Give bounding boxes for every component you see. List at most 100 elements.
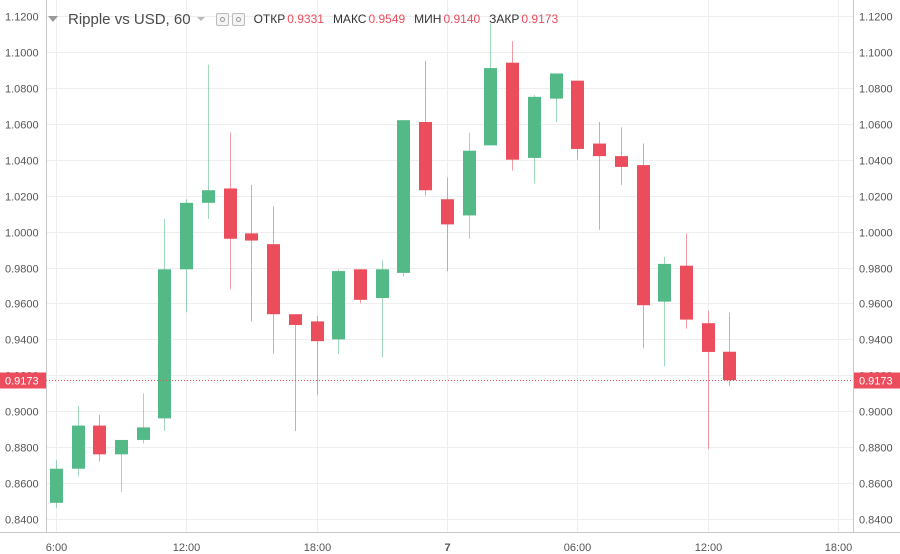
candle-up[interactable] [484, 23, 497, 146]
x-tick-label: 6:00 [46, 542, 67, 554]
candle-body [506, 62, 519, 160]
candle-up[interactable] [158, 218, 171, 431]
candle-body [93, 425, 106, 455]
y-tick-label-right: 0.8600 [859, 479, 893, 491]
y-tick-label-left: 0.8600 [5, 479, 39, 491]
symbol-title[interactable]: Ripple vs USD, 60 [68, 10, 191, 28]
y-tick-label-right: 1.1200 [859, 12, 893, 24]
y-tick-label-right: 1.0200 [859, 192, 893, 204]
y-tick-label-left: 0.9600 [5, 299, 39, 311]
candle-up[interactable] [50, 459, 63, 509]
last-price-tag-text: 0.9173 [5, 376, 39, 388]
candle-body [528, 96, 541, 158]
candle-body [137, 427, 150, 440]
candle-down[interactable] [702, 310, 715, 449]
last-price-tag-bg [854, 372, 900, 389]
candle-body [354, 269, 367, 300]
collapse-legend-icon[interactable] [48, 16, 58, 22]
candle-up[interactable] [463, 132, 476, 239]
y-tick-label-left: 1.0600 [5, 120, 39, 132]
candle-body [332, 271, 345, 340]
y-tick-label-left: 0.9800 [5, 264, 39, 276]
x-tick-label: 18:00 [304, 542, 332, 554]
candle-down[interactable] [615, 127, 628, 185]
close-label: ЗАКР [489, 12, 520, 26]
candle-up[interactable] [658, 256, 671, 367]
candle-body [245, 233, 258, 241]
candle-down[interactable] [267, 206, 280, 354]
y-tick-label-left: 1.1000 [5, 48, 39, 60]
x-tick-label: 18:00 [825, 542, 853, 554]
y-tick-label-left: 1.0200 [5, 192, 39, 204]
candle-body [267, 244, 280, 315]
y-tick-label-right: 1.1000 [859, 48, 893, 60]
open-value: 0.9331 [287, 12, 324, 26]
candle-body [680, 265, 693, 320]
candle-down[interactable] [593, 121, 606, 230]
candle-down[interactable] [723, 312, 736, 387]
candle-body [115, 439, 128, 455]
candle-body [180, 202, 193, 270]
grid-layer [46, 0, 853, 532]
candle-down[interactable] [311, 316, 324, 396]
candle-down[interactable] [289, 314, 302, 431]
candle-up[interactable] [180, 199, 193, 313]
settings-icon[interactable] [231, 12, 245, 26]
y-tick-label-left: 1.0000 [5, 228, 39, 240]
chevron-down-icon[interactable] [196, 17, 205, 21]
candle-body [376, 269, 389, 299]
y-tick-label-right: 1.0400 [859, 156, 893, 168]
y-tick-label-left: 0.8800 [5, 443, 39, 455]
y-tick-label-right: 0.8400 [859, 515, 893, 527]
candle-down[interactable] [506, 41, 519, 171]
candle-up[interactable] [137, 393, 150, 444]
candle-body [702, 323, 715, 352]
candle-down[interactable] [354, 269, 367, 304]
candle-up[interactable] [397, 120, 410, 277]
candle-down[interactable] [441, 177, 454, 272]
candle-down[interactable] [680, 233, 693, 329]
candle-down[interactable] [419, 60, 432, 196]
eye-icon[interactable] [215, 12, 229, 26]
y-tick-label-left: 0.8400 [5, 515, 39, 527]
candle-body [571, 80, 584, 149]
last-price-layer: 0.9173 0.9173 [0, 372, 900, 389]
candle-body [441, 199, 454, 225]
last-price-tag-right: 0.9173 [854, 372, 900, 389]
candle-up[interactable] [332, 269, 345, 354]
candle-body [50, 468, 63, 503]
x-tick-label: 12:00 [695, 542, 723, 554]
high-value: 0.9549 [368, 12, 406, 26]
candle-up[interactable] [550, 73, 563, 122]
y-tick-label-left: 1.1200 [5, 12, 39, 24]
y-tick-label-left: 0.9000 [5, 407, 39, 419]
candle-down[interactable] [571, 80, 584, 160]
candle-down[interactable] [93, 414, 106, 462]
candle-body [224, 188, 237, 239]
candle-down[interactable] [224, 132, 237, 290]
candle-down[interactable] [245, 184, 258, 322]
y-tick-label-left: 1.0400 [5, 156, 39, 168]
candle-up[interactable] [72, 405, 85, 476]
high-label: МАКС [332, 12, 367, 26]
close-value: 0.9173 [521, 12, 559, 26]
candle-up[interactable] [115, 439, 128, 493]
candle-body [637, 165, 650, 306]
x-tick-label: 7 [444, 542, 450, 554]
candle-down[interactable] [637, 143, 650, 349]
candle-up[interactable] [376, 260, 389, 358]
candle-layer [50, 23, 736, 509]
candle-body [463, 150, 476, 216]
candle-up[interactable] [202, 64, 215, 219]
y-tick-label-left: 0.9400 [5, 335, 39, 347]
candle-body [593, 143, 606, 157]
candle-up[interactable] [528, 95, 541, 184]
candle-body [658, 263, 671, 302]
y-tick-label-right: 0.8800 [859, 443, 893, 455]
candle-body [72, 425, 85, 469]
chart-header: Ripple vs USD, 60 ОТКР 0.9331 МАКС 0.954… [44, 8, 558, 30]
candle-body [419, 121, 432, 191]
candle-body [289, 314, 302, 325]
